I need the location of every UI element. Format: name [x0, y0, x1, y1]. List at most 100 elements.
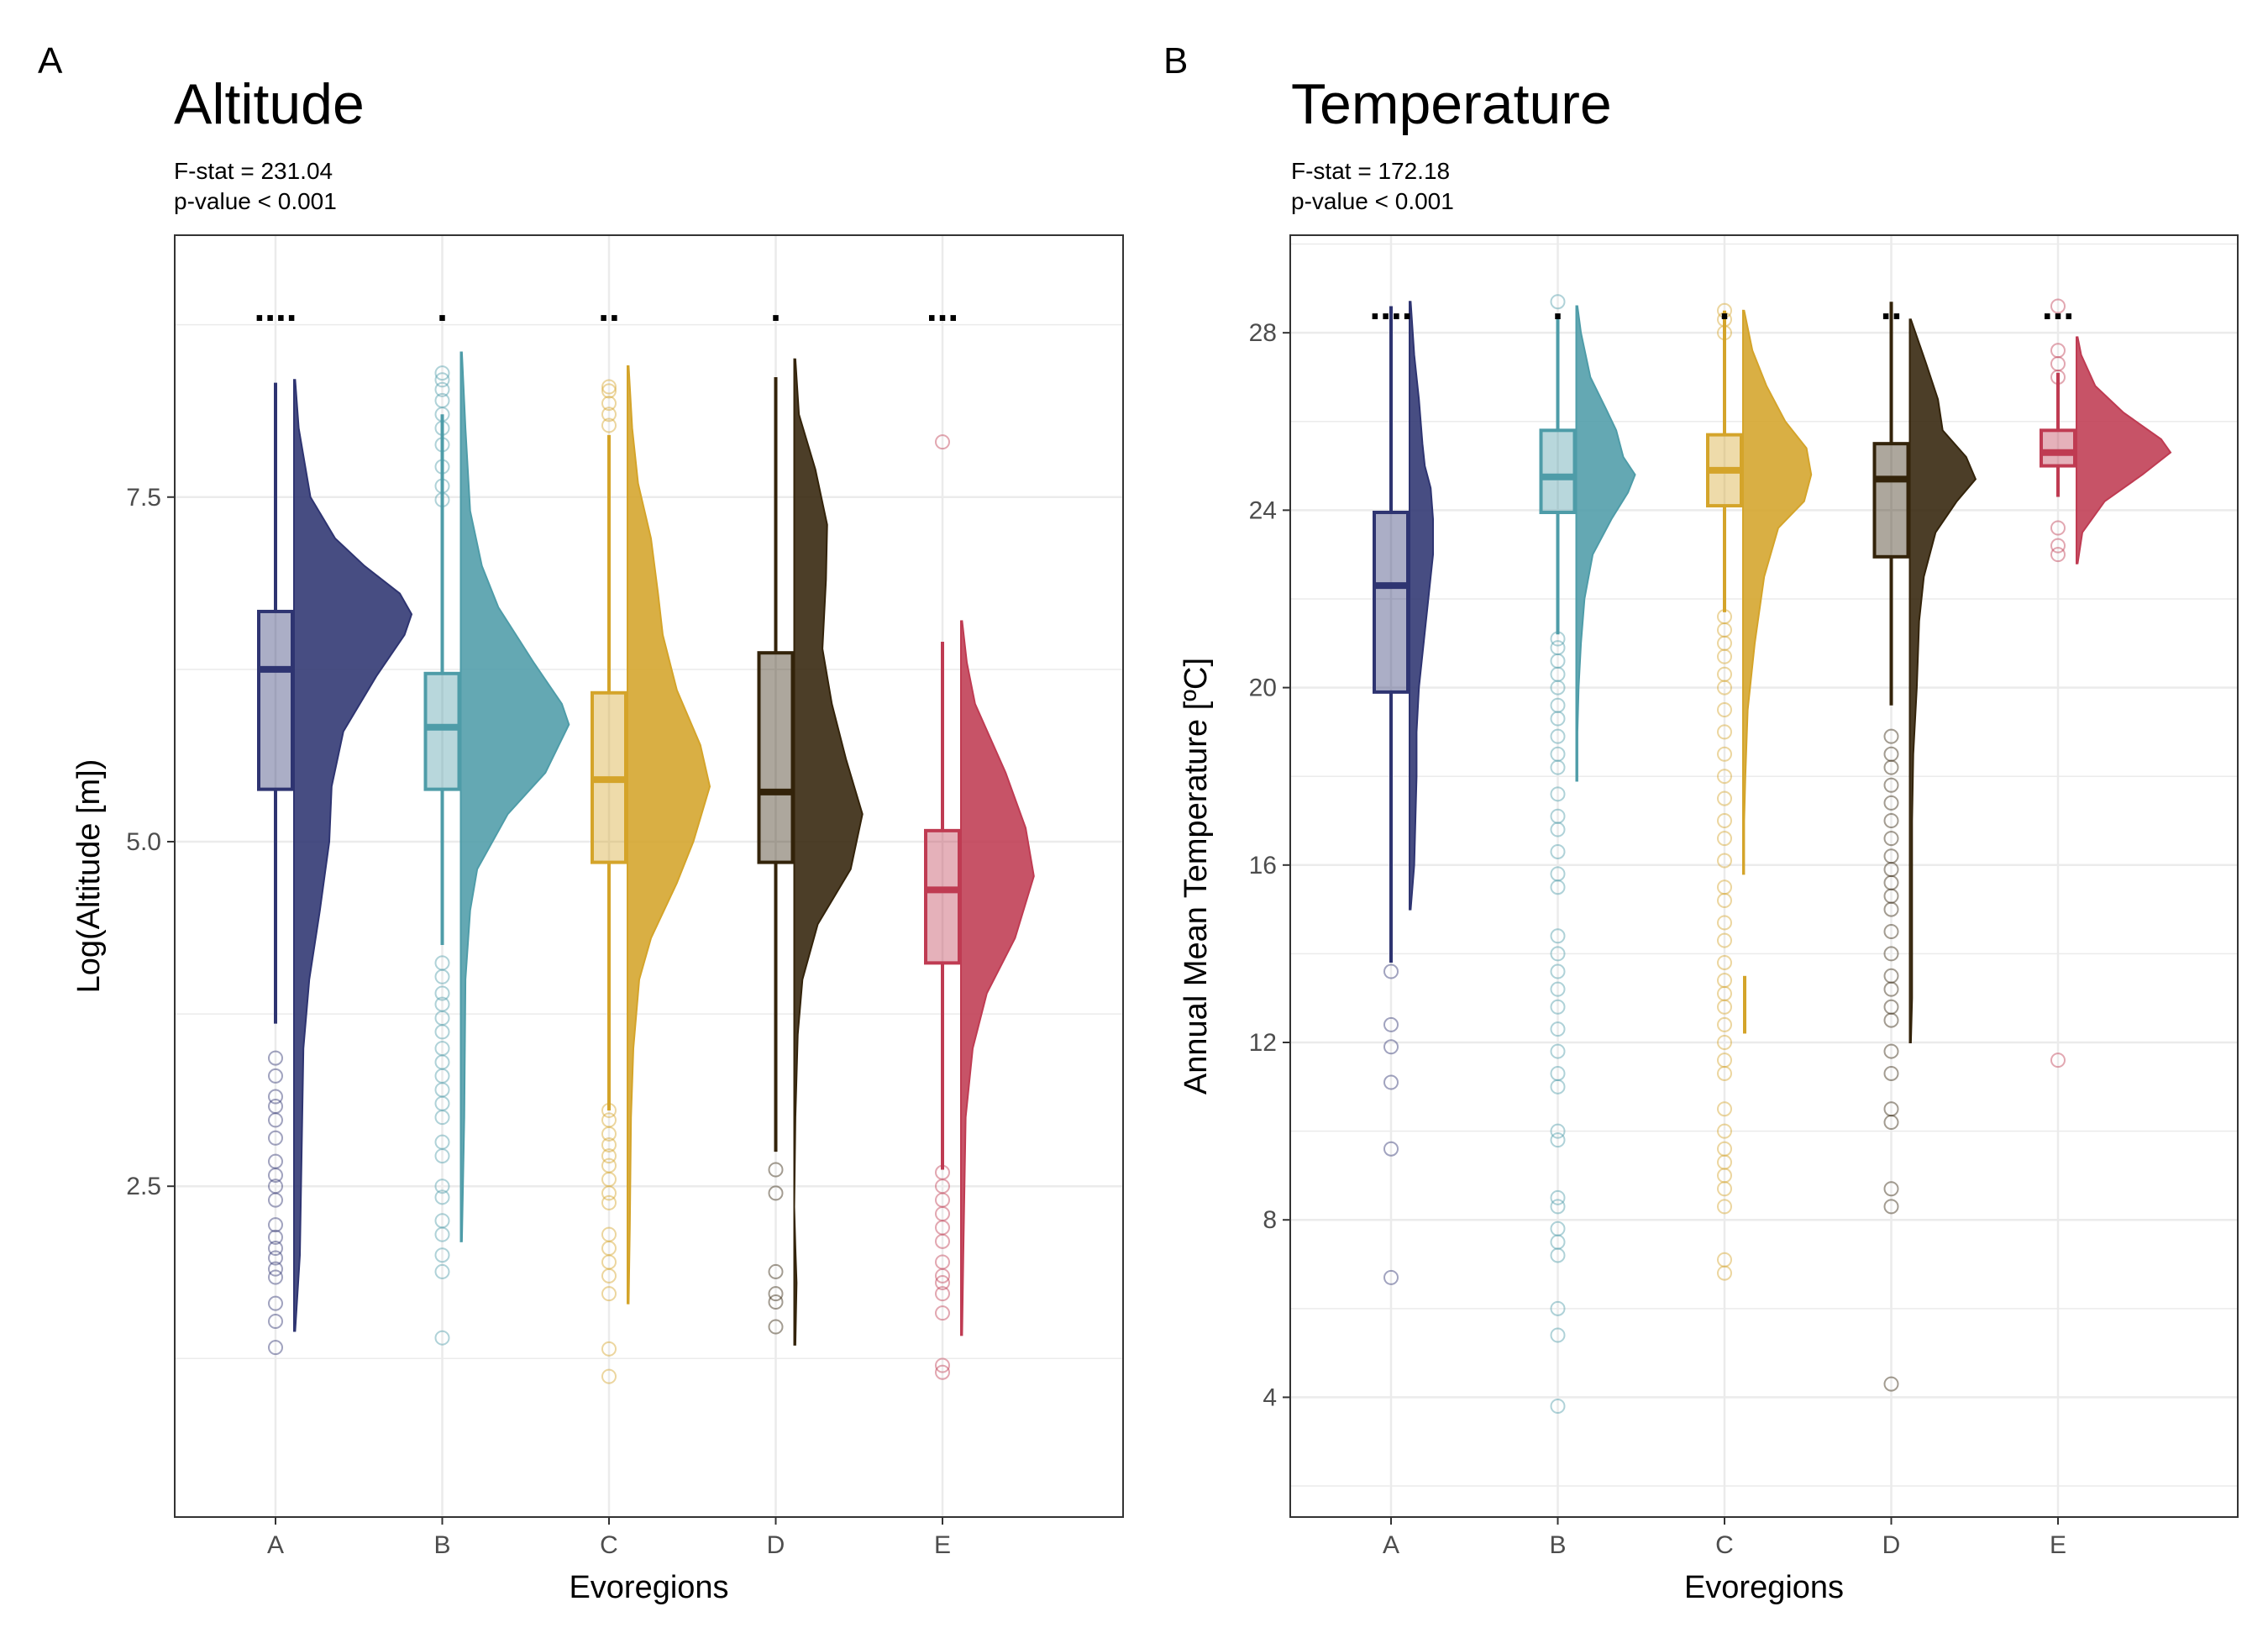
outlier-point — [601, 1148, 617, 1164]
outlier-point — [434, 381, 450, 397]
density-c — [1742, 309, 1813, 875]
outlier-point — [601, 383, 617, 399]
density-a — [1409, 301, 1434, 911]
density-e — [2076, 336, 2172, 564]
evoregion-a-group: .... — [254, 286, 413, 1356]
outlier-point — [601, 1194, 617, 1210]
outlier-point — [601, 1158, 617, 1173]
outlier-point — [1383, 1016, 1399, 1032]
plot-border — [174, 234, 1124, 1518]
outlier-point — [1717, 893, 1732, 909]
outlier-point — [1550, 1300, 1566, 1316]
outlier-point — [1717, 812, 1732, 828]
outlier-point — [935, 1305, 950, 1321]
outlier-point — [935, 1268, 950, 1284]
outlier-point — [601, 1341, 617, 1357]
outlier-point — [1550, 640, 1566, 656]
y-axis-title: Log(Altitude [m]) — [71, 759, 107, 994]
density-b — [1575, 305, 1636, 782]
significance-label: ... — [927, 286, 958, 329]
outlier-point — [1550, 759, 1566, 775]
outlier-point — [601, 1112, 617, 1128]
outlier-point — [268, 1168, 283, 1184]
outlier-point — [1717, 973, 1732, 989]
outlier-point — [268, 1050, 283, 1066]
outlier-point — [268, 1261, 283, 1277]
outlier-point — [1717, 1199, 1732, 1215]
outlier-point — [268, 1179, 283, 1194]
outlier-point — [935, 1357, 950, 1373]
x-axis-title: Evoregions — [569, 1570, 728, 1605]
outlier-point — [268, 1089, 283, 1105]
outlier-point — [601, 1126, 617, 1142]
outlier-point — [1717, 746, 1732, 762]
outlier-point — [1883, 946, 1899, 962]
outlier-point — [1883, 812, 1899, 828]
outlier-point — [935, 1286, 950, 1302]
outlier-point — [1717, 635, 1732, 651]
outlier-point — [1883, 981, 1899, 997]
outlier-point — [268, 1250, 283, 1266]
outlier-point — [1883, 728, 1899, 744]
outlier-point — [1717, 701, 1732, 717]
outlier-point — [768, 1185, 784, 1201]
outlier-point — [1383, 963, 1399, 979]
outlier-point — [1717, 769, 1732, 785]
outlier-point — [268, 1340, 283, 1356]
panel-b-fstat: F-stat = 172.18 — [1291, 158, 1451, 184]
outlier-point — [1717, 724, 1732, 740]
outlier-point — [1883, 1115, 1899, 1131]
outlier-point — [601, 1254, 617, 1270]
outlier-point — [268, 1192, 283, 1208]
outlier-point — [1883, 1181, 1899, 1197]
y-axis-title: Annual Mean Temperature [ºC] — [1179, 658, 1214, 1095]
y-tick-label: 5.0 — [126, 828, 161, 856]
significance-label: .. — [598, 286, 620, 329]
x-tick-label: A — [1383, 1531, 1399, 1559]
outlier-point — [1550, 653, 1566, 669]
outlier-point — [601, 379, 617, 395]
outlier-point — [434, 1179, 450, 1194]
outlier-point — [1717, 648, 1732, 664]
y-tick-label: 4 — [1263, 1383, 1277, 1411]
density-d — [793, 358, 864, 1346]
outlier-point — [1883, 888, 1899, 904]
outlier-point — [1550, 981, 1566, 997]
outlier-point — [434, 365, 450, 381]
evoregion-c-group: . — [1706, 284, 1813, 1281]
outlier-point — [1383, 1269, 1399, 1285]
panel-a-title: Altitude — [174, 72, 365, 136]
outlier-point — [1717, 1154, 1732, 1170]
y-tick-label: 8 — [1263, 1206, 1277, 1234]
outlier-point — [1883, 831, 1899, 847]
panel-b-tag: B — [1163, 40, 1189, 81]
panel-a-tag: A — [38, 40, 63, 81]
outlier-point — [434, 1054, 450, 1070]
outlier-point — [434, 1011, 450, 1026]
outlier-point — [1550, 680, 1566, 696]
significance-label: . — [1552, 284, 1563, 328]
outlier-point — [268, 1099, 283, 1115]
evoregion-c-group: .. — [591, 286, 711, 1384]
outlier-point — [1883, 968, 1899, 984]
outlier-point — [434, 1330, 450, 1346]
outlier-point — [601, 1241, 617, 1257]
outlier-point — [935, 1192, 950, 1208]
outlier-point — [434, 955, 450, 971]
outlier-point — [1883, 999, 1899, 1015]
outlier-point — [601, 1286, 617, 1302]
evoregion-b-group: . — [423, 286, 570, 1346]
outlier-point — [434, 1226, 450, 1242]
box-d — [757, 651, 795, 864]
outlier-point — [1550, 294, 1566, 310]
outlier-point — [1550, 866, 1566, 882]
outlier-point — [935, 1254, 950, 1270]
outlier-point — [1550, 728, 1566, 744]
outlier-point — [434, 1134, 450, 1150]
outlier-point — [1550, 1079, 1566, 1095]
y-tick-label: 12 — [1249, 1029, 1277, 1057]
outlier-point — [601, 1226, 617, 1242]
box-a — [1373, 511, 1410, 694]
outlier-point — [1883, 1101, 1899, 1117]
outlier-point — [434, 1041, 450, 1057]
